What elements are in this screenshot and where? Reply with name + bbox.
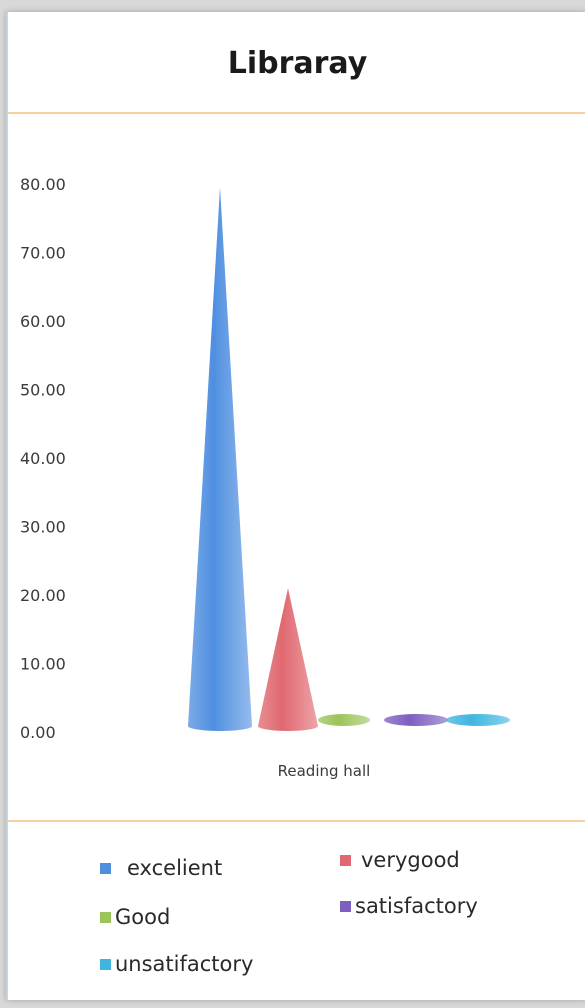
y-tick-label: 30.00 [20,518,66,537]
y-tick-label: 0.00 [20,723,56,742]
y-tick-label: 20.00 [20,586,66,605]
chart-card: Libraray 0.00 10.00 20.00 30.00 40.00 50.00 60… [6,12,585,1000]
title-divider [8,112,585,114]
legend-divider [8,820,585,822]
y-tick-label: 70.00 [20,244,66,263]
cone-unsatifactory [446,714,510,726]
chart-title: Libraray [227,46,368,81]
x-category-label: Reading hall [278,762,371,780]
chart-plot: 0.00 10.00 20.00 30.00 40.00 50.00 60.00 70.00 8… [20,175,510,780]
y-tick-label: 50.00 [20,381,66,400]
cone-satisfactory [384,714,448,726]
y-tick-label: 60.00 [20,312,66,331]
y-tick-label: 40.00 [20,449,66,468]
y-tick-label: 80.00 [20,175,66,194]
y-tick-label: 10.00 [20,655,66,674]
cone-verygood [258,588,318,731]
cone-excelient [188,187,252,732]
cone-Good [318,714,370,726]
